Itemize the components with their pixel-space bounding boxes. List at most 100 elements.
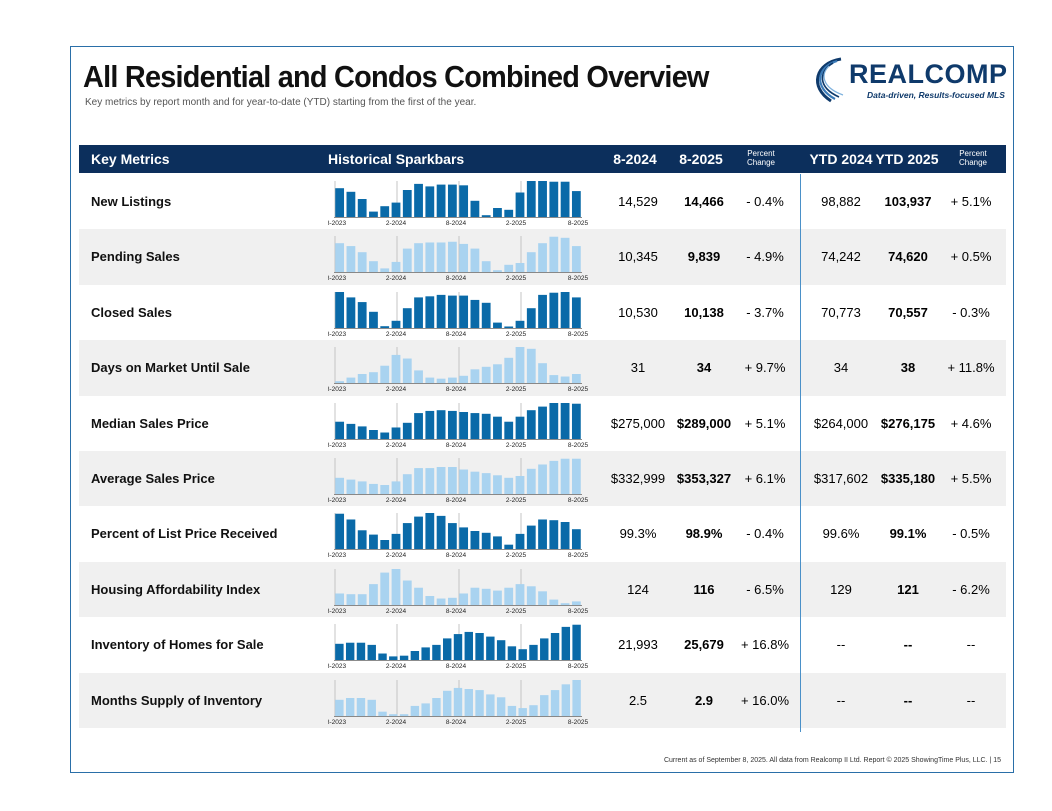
sparkbar-bar: [443, 638, 452, 661]
value-month-prev: 10,345: [618, 249, 658, 265]
sparkbar-bar: [346, 191, 356, 217]
sparkbar-chart: 8-2023 2-2024 8-2024 2-2025 8-2025: [328, 679, 588, 725]
sparkbar-bar: [447, 523, 457, 550]
sparkbar-chart: 8-2023 2-2024 8-2024 2-2025 8-2025: [328, 513, 588, 558]
sparkbar-bar: [526, 348, 536, 384]
sparkbar-bar: [410, 651, 420, 661]
sparkbar-axis-label: 8-2025: [568, 497, 588, 503]
logo-wordmark: REALCOMP: [849, 59, 1008, 89]
sparkbar-bar: [357, 530, 367, 550]
sparkbar-bar: [402, 307, 412, 328]
sparkbar-bar: [481, 413, 491, 439]
metric-label: Months Supply of Inventory: [91, 692, 263, 708]
sparkbar-bar: [571, 458, 581, 494]
report-page: All Residential and Condos Combined Over…: [70, 46, 1014, 773]
sparkbar-bar: [504, 545, 514, 550]
sparkbar-axis-label: 2-2024: [386, 331, 407, 337]
sparkbar-bar: [414, 297, 423, 328]
sparkbar-bar: [459, 375, 469, 384]
sparkbar-axis-label: 2-2025: [506, 442, 527, 448]
sparkbar-axis-label: 8-2023: [328, 331, 346, 337]
sparkbar-bar: [414, 243, 423, 273]
sparkbar-bar: [481, 215, 491, 217]
sparkbar-bar: [481, 533, 491, 550]
sparkbar-bar: [496, 640, 506, 661]
sparkbar-bar: [391, 481, 401, 494]
sparkbar-axis-label: 8-2025: [568, 386, 588, 392]
sparkbar-bar: [464, 632, 473, 661]
sparkbar-bar: [538, 464, 547, 494]
page-title: All Residential and Condos Combined Over…: [83, 59, 709, 94]
header-sparkbars: Historical Sparkbars: [328, 151, 465, 167]
sparkbar-bar: [549, 599, 559, 605]
sparkbar-bar: [493, 475, 502, 494]
sparkbar-bar: [391, 534, 401, 550]
sparkbar-bar: [402, 523, 412, 550]
sparkbar-bar: [504, 357, 514, 384]
sparkbar-bar: [447, 467, 457, 494]
sparkbar-bar: [346, 246, 356, 273]
metric-label: Housing Affordability Index: [91, 581, 261, 597]
header-percent-change: Percent Change: [746, 149, 776, 167]
sparkbar-axis-label: 8-2023: [328, 663, 346, 669]
sparkbar-bar: [335, 477, 345, 494]
sparkbar-bar: [526, 307, 536, 328]
sparkbar-bar: [504, 477, 514, 494]
sparkbar-bar: [369, 429, 378, 439]
sparkbar-axis-label: 8-2024: [446, 552, 467, 558]
sparkbar-bar: [335, 421, 345, 439]
value-month-prev: $275,000: [610, 415, 666, 431]
table-row: Median Sales Price $275,000 $289,000 + 5.1%…: [79, 396, 1006, 451]
sparkbar-bar: [538, 519, 547, 550]
sparkbar-axis-label: 2-2024: [386, 719, 407, 725]
sparkbar-bar: [447, 410, 457, 439]
value-ytd-percent-change: + 5.5%: [950, 471, 992, 486]
metric-label: Pending Sales: [91, 249, 180, 265]
sparkbar-bar: [425, 242, 435, 273]
sparkbar-bar: [421, 647, 430, 661]
sparkbar-bar: [399, 713, 409, 716]
sparkbar-axis-label: 8-2024: [446, 442, 467, 448]
sparkbar-bar: [571, 403, 581, 439]
sparkbar-bar: [515, 347, 525, 384]
sparkbar-axis-label: 8-2024: [446, 719, 467, 725]
sparkbar-bar: [526, 409, 536, 439]
sparkbar-bar: [571, 529, 581, 550]
value-month-curr: 98.9%: [685, 526, 723, 542]
sparkbar-bar: [391, 427, 401, 439]
sparkbar-bar: [432, 697, 441, 716]
sparkbar-bar: [571, 601, 581, 605]
sparkbar-bar: [560, 291, 570, 328]
sparkbar-bar: [504, 421, 514, 439]
sparkbar-bar: [540, 638, 549, 661]
value-percent-change: + 16.0%: [740, 692, 790, 708]
sparkbar-chart: 8-2023 2-2024 8-2024 2-2025 8-2025: [328, 624, 588, 669]
sparkbar-bar: [447, 242, 457, 273]
value-ytd-percent-change: + 11.8%: [947, 360, 995, 376]
sparkbar-bar: [453, 687, 463, 716]
sparkbar-bar: [378, 653, 387, 661]
sparkbar-chart: 8-2023 2-2024 8-2024 2-2025 8-2025: [328, 181, 588, 226]
value-month-prev: 10,530: [618, 304, 658, 320]
sparkbar-bar: [369, 311, 378, 328]
value-ytd-prev: $317,602: [813, 471, 869, 486]
table-row: Days on Market Until Sale 31 34 + 9.7% 34 38 +…: [79, 340, 1006, 396]
sparkbar-bar: [470, 412, 480, 439]
sparkbar-bar: [436, 598, 446, 605]
sparkbar-bar: [436, 409, 446, 439]
sparkbar-bar: [529, 645, 538, 661]
sparkbar-bar: [515, 534, 525, 550]
sparkbar-axis-label: 8-2023: [328, 220, 346, 226]
value-ytd-curr: --: [903, 637, 913, 653]
sparkbar-bar: [486, 636, 495, 661]
sparkbar-bar: [414, 516, 423, 550]
value-ytd-prev: 34: [833, 360, 849, 376]
sparkbar-bar: [346, 593, 356, 605]
sparkbar-axis-label: 2-2024: [386, 275, 407, 281]
sparkbar-axis-label: 8-2025: [568, 220, 588, 226]
sparkbar-axis-label: 8-2024: [446, 386, 467, 392]
sparkbar-bar: [493, 322, 502, 328]
sparkbar-bar: [436, 184, 446, 217]
sparkbar-bar: [443, 690, 452, 716]
sparkbar-bar: [414, 412, 423, 439]
